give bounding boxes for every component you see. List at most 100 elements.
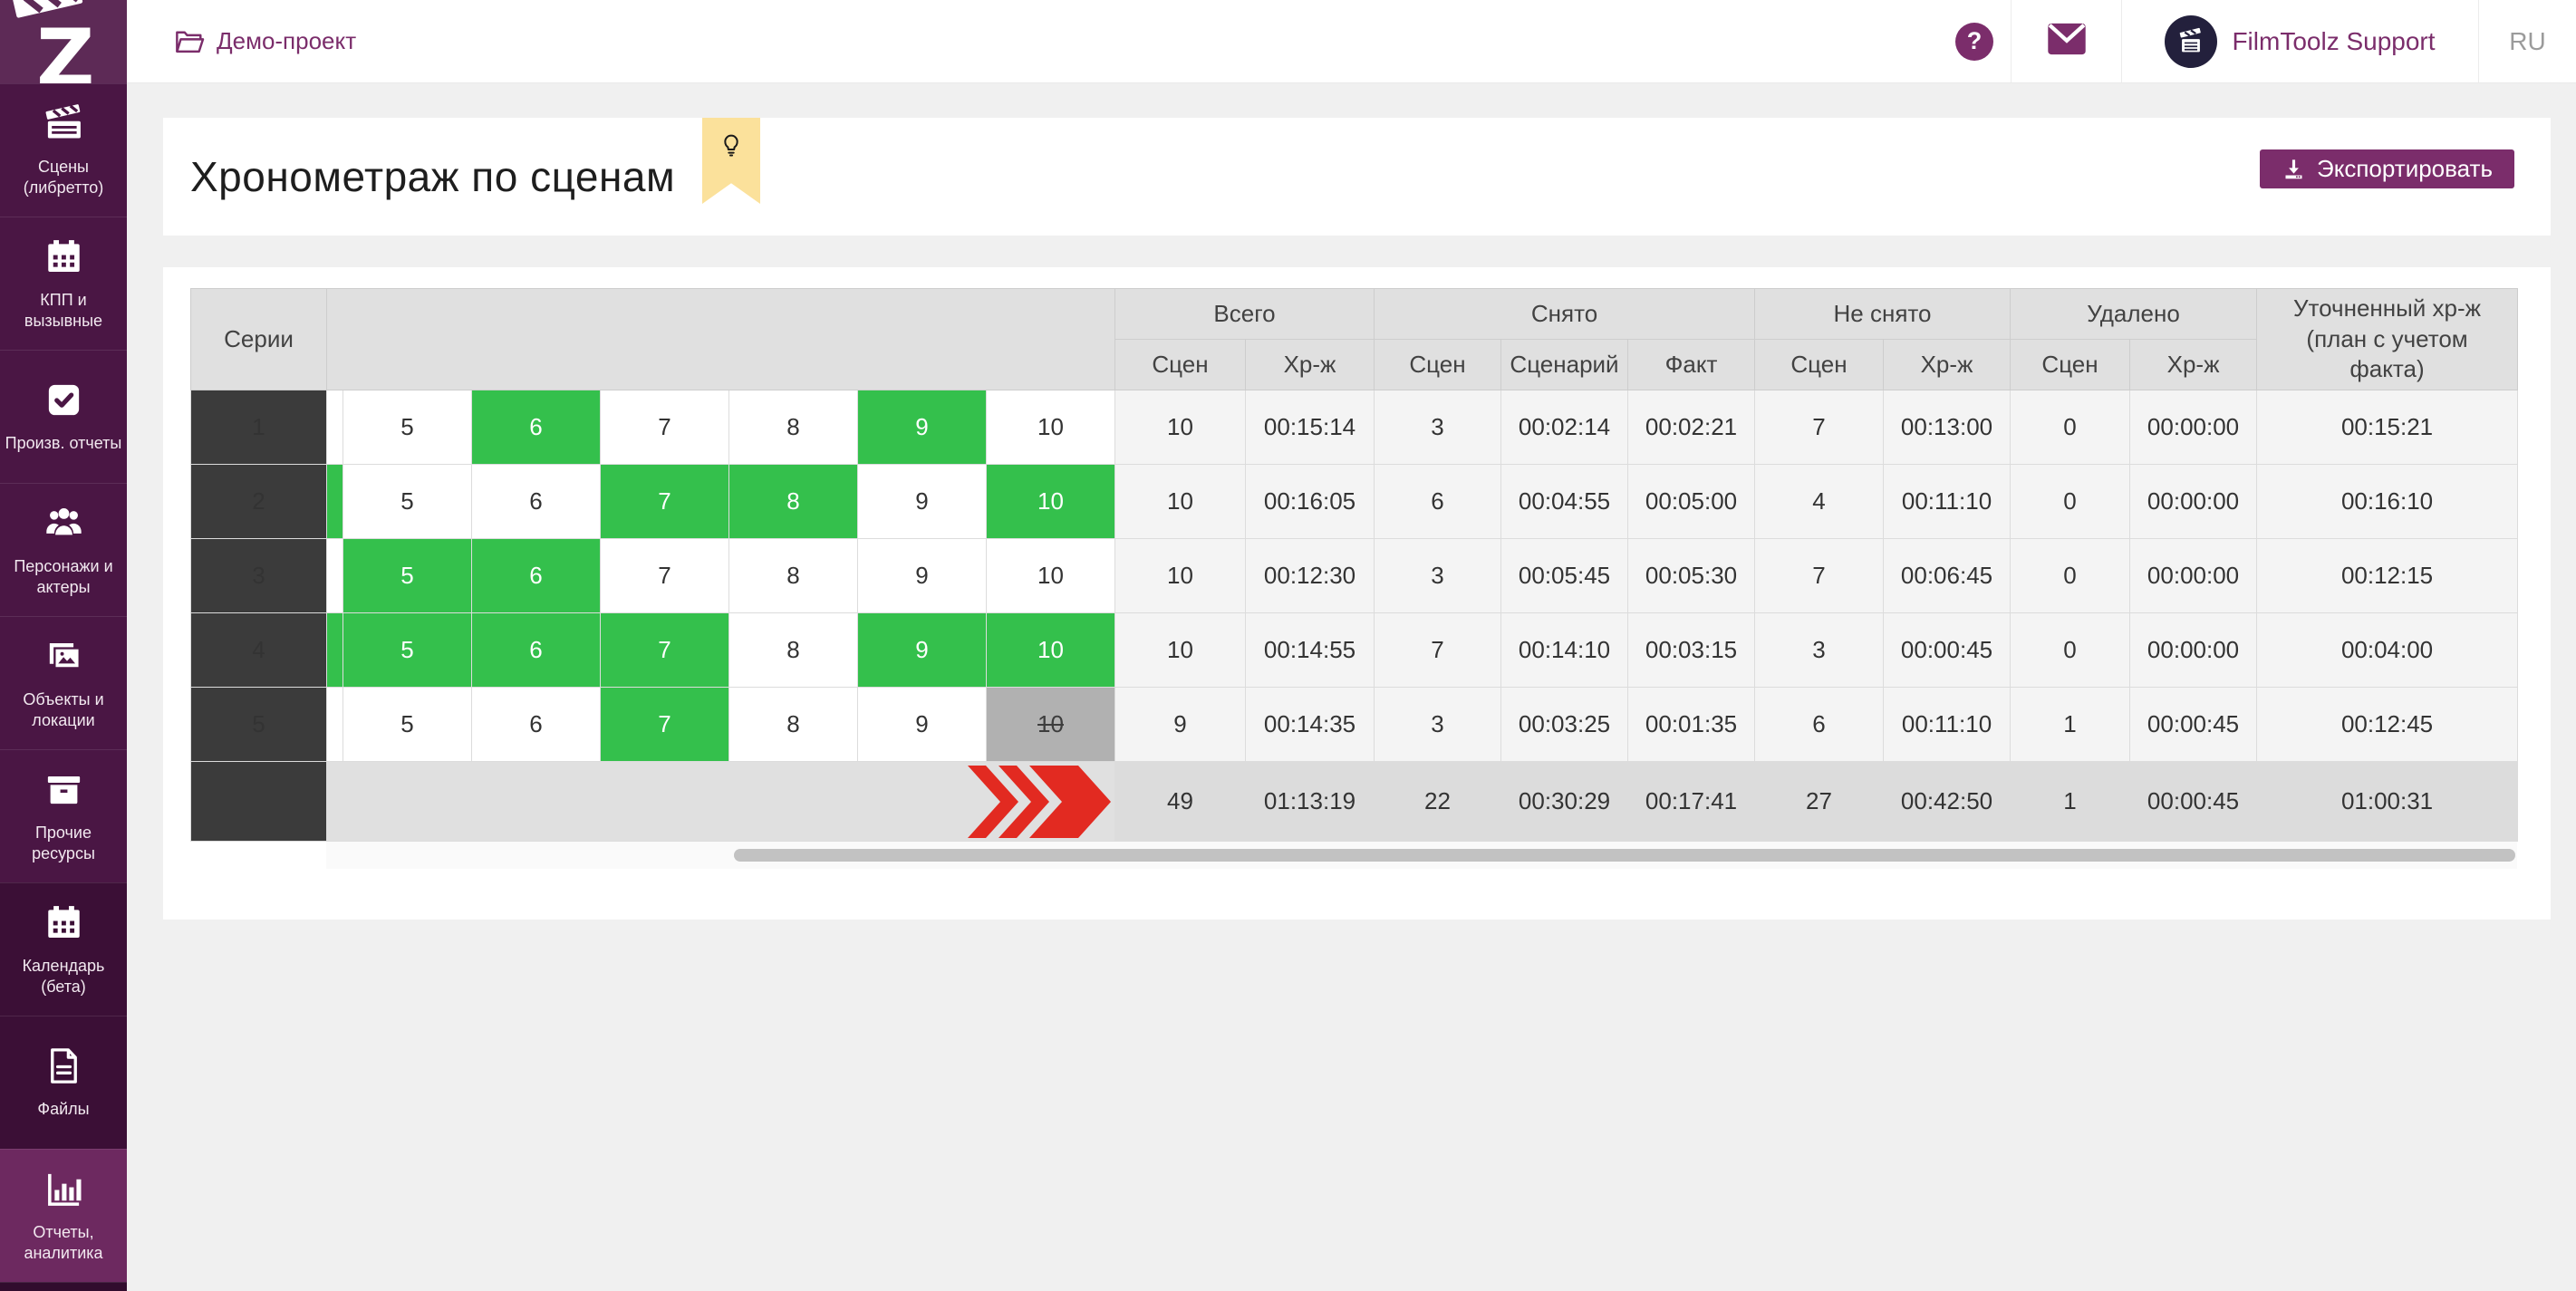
- page-header-card: Хронометраж по сценам Экспортировать: [163, 118, 2551, 236]
- total-series-cell: [190, 761, 327, 842]
- sidebar-item-label: Сцены (либретто): [23, 157, 104, 197]
- scene-cell-9[interactable]: 9: [857, 538, 987, 613]
- sidebar-nav: Сцены (либретто) КПП и вызывные Произв. от…: [0, 83, 127, 1282]
- scene-cell-7[interactable]: 7: [600, 390, 729, 465]
- scene-cell-10[interactable]: 10: [985, 538, 1116, 613]
- data-cell-2: 00:12:30: [1245, 538, 1375, 613]
- download-icon: [2285, 159, 2302, 179]
- scene-cell-9[interactable]: 9: [857, 390, 987, 465]
- series-cell: 3: [190, 538, 327, 613]
- total-cell-7: 00:42:50: [1883, 761, 2012, 842]
- sidebar-item-label: Произв. отчеты: [5, 434, 122, 453]
- data-cell-6: 7: [1754, 390, 1885, 465]
- table-row-series-1: 1 5 6 7 8 9 10 10 00:15:14 3 00:02:14 00:02:21 7 00:1…: [190, 390, 2519, 465]
- scene-cell-6[interactable]: 6: [471, 687, 601, 762]
- scene-cell-7[interactable]: 7: [600, 687, 729, 762]
- horizontal-scrollbar[interactable]: [326, 842, 2517, 869]
- col-header-3-1: Сцен: [1754, 339, 1885, 390]
- export-button[interactable]: Экспортировать: [2260, 149, 2514, 188]
- sidebar-item-3[interactable]: Произв. отчеты: [0, 350, 127, 483]
- user-menu[interactable]: FilmToolz Support: [2121, 0, 2478, 82]
- scene-cell-8[interactable]: 8: [728, 538, 858, 613]
- col-header-1-1: Сцен: [1114, 339, 1247, 390]
- total-cell-5: 00:17:41: [1627, 761, 1756, 842]
- total-cell-9: 00:00:45: [2129, 761, 2258, 842]
- data-cell-4: 00:02:14: [1500, 390, 1629, 465]
- data-cell-2: 00:16:05: [1245, 464, 1375, 539]
- scene-cell-5[interactable]: 5: [343, 538, 472, 613]
- sidebar-item-4[interactable]: Персонажи и актеры: [0, 483, 127, 616]
- sidebar-next-section-edge: [0, 1282, 127, 1291]
- scene-cell-5[interactable]: 5: [343, 612, 472, 688]
- scene-cell-9[interactable]: 9: [857, 464, 987, 539]
- series-column-header: Серии: [190, 288, 327, 390]
- sidebar-item-5[interactable]: Объекты и локации: [0, 616, 127, 749]
- data-cell-2: 00:14:35: [1245, 687, 1375, 762]
- data-cell-4: 00:14:10: [1500, 612, 1629, 688]
- scene-cell-6[interactable]: 6: [471, 538, 601, 613]
- sidebar-item-8[interactable]: Файлы: [0, 1016, 127, 1149]
- calendar-icon: [43, 901, 85, 944]
- scene-partial-cell[interactable]: [326, 612, 343, 688]
- sidebar-item-1[interactable]: Сцены (либретто): [0, 83, 127, 217]
- scene-partial-cell[interactable]: [326, 538, 343, 613]
- scene-cell-5[interactable]: 5: [343, 390, 472, 465]
- scene-cell-9[interactable]: 9: [857, 612, 987, 688]
- data-cell-7: 00:13:00: [1883, 390, 2012, 465]
- data-cell-10: 00:15:21: [2256, 390, 2519, 465]
- data-cell-3: 6: [1374, 464, 1502, 539]
- scene-cell-9[interactable]: 9: [857, 687, 987, 762]
- data-cell-3: 3: [1374, 687, 1502, 762]
- scrollbar-thumb[interactable]: [734, 849, 2515, 862]
- app-logo[interactable]: Z: [0, 0, 127, 105]
- sidebar-item-7[interactable]: Календарь (бета): [0, 882, 127, 1016]
- series-cell: 1: [190, 390, 327, 465]
- scene-cell-7[interactable]: 7: [600, 612, 729, 688]
- data-cell-10: 00:12:45: [2256, 687, 2519, 762]
- scene-cell-10[interactable]: 10: [985, 612, 1116, 688]
- hint-bookmark[interactable]: [702, 118, 760, 204]
- scene-cell-8[interactable]: 8: [728, 612, 858, 688]
- scene-cell-7[interactable]: 7: [600, 538, 729, 613]
- project-selector[interactable]: Демо-проект: [174, 27, 356, 55]
- avatar: [2165, 14, 2218, 68]
- messages-button[interactable]: [2011, 0, 2121, 82]
- scene-cell-5[interactable]: 5: [343, 687, 472, 762]
- sidebar-item-9[interactable]: Отчеты, аналитика: [0, 1149, 127, 1282]
- scene-cell-5[interactable]: 5: [343, 464, 472, 539]
- scene-cell-10[interactable]: 10: [985, 390, 1116, 465]
- total-cell-1: 49: [1114, 761, 1247, 842]
- scene-cell-8[interactable]: 8: [728, 390, 858, 465]
- language-code: RU: [2509, 26, 2546, 55]
- sidebar-item-6[interactable]: Прочие ресурсы: [0, 749, 127, 882]
- help-glyph: ?: [1966, 27, 1983, 54]
- scene-cell-7[interactable]: 7: [600, 464, 729, 539]
- scene-partial-cell[interactable]: [326, 687, 343, 762]
- data-cell-4: 00:04:55: [1500, 464, 1629, 539]
- data-cell-6: 3: [1754, 612, 1885, 688]
- bar-chart-icon: [43, 1168, 85, 1210]
- data-cell-4: 00:03:25: [1500, 687, 1629, 762]
- data-cell-8: 0: [2010, 538, 2131, 613]
- calendar-icon: [43, 236, 85, 278]
- scene-cell-6[interactable]: 6: [471, 612, 601, 688]
- table-header-row-groups: Серии Всего Снято Не снято Удалено Уточненный…: [190, 288, 2519, 390]
- group-header-2: Снято: [1374, 288, 1756, 340]
- scene-cell-10[interactable]: 10: [985, 464, 1116, 539]
- scene-cell-6[interactable]: 6: [471, 390, 601, 465]
- scene-cell-6[interactable]: 6: [471, 464, 601, 539]
- data-cell-9: 00:00:00: [2129, 464, 2258, 539]
- scene-cell-8[interactable]: 8: [728, 464, 858, 539]
- total-cell-8: 1: [2010, 761, 2131, 842]
- language-switcher[interactable]: RU: [2478, 0, 2576, 82]
- data-cell-3: 3: [1374, 538, 1502, 613]
- scene-cell-10[interactable]: 10: [985, 687, 1116, 762]
- data-cell-2: 00:14:55: [1245, 612, 1375, 688]
- group-header-3: Не снято: [1754, 288, 2012, 340]
- scene-partial-cell[interactable]: [326, 390, 343, 465]
- help-button[interactable]: ?: [1938, 0, 2011, 82]
- sidebar-item-2[interactable]: КПП и вызывные: [0, 217, 127, 350]
- scene-partial-cell[interactable]: [326, 464, 343, 539]
- scene-cell-8[interactable]: 8: [728, 687, 858, 762]
- timing-table-card: Серии Всего Снято Не снято Удалено Уточненный…: [163, 267, 2551, 920]
